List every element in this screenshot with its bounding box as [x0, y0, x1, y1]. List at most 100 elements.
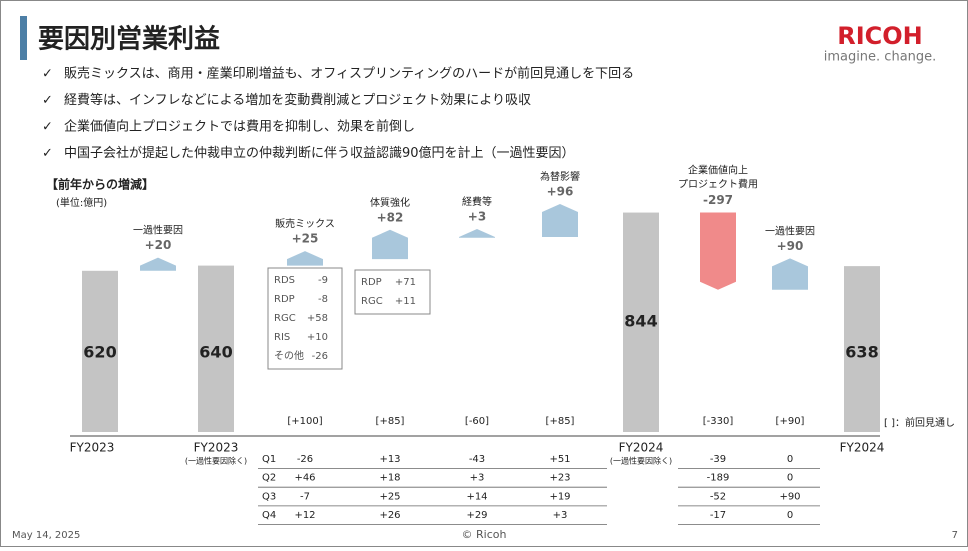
- quarter-cell: +14: [466, 491, 487, 502]
- quarter-label: Q2: [262, 473, 276, 484]
- bullet-text: 中国子会社が提起した仲裁申立の仲裁判断に伴う収益認識90億円を計上（一過性要因）: [64, 145, 575, 161]
- bullet-text: 販売ミックスは、商用・産業印刷増益も、オフィスプリンティングのハードが前回見通し…: [64, 66, 634, 82]
- step-bar: [772, 258, 808, 290]
- breakdown-name: RGC: [361, 296, 383, 307]
- bar-value-label: +96: [547, 185, 574, 199]
- bullet-text: 企業価値向上プロジェクトでは費用を抑制し、効果を前倒し: [64, 119, 415, 135]
- breakdown-name: RIS: [274, 332, 290, 343]
- check-icon: ✓: [42, 93, 53, 108]
- quarter-cell: -7: [300, 491, 310, 502]
- x-tick-sublabel: (一過性要因除く): [610, 456, 672, 466]
- quarter-cell: +3: [553, 510, 568, 521]
- x-tick-label: FY2023: [194, 441, 239, 455]
- breakdown-value: +10: [307, 332, 328, 343]
- quarter-cell: +18: [379, 473, 400, 484]
- bullet-text: 経費等は、インフレなどによる増加を変動費削減とプロジェクト効果により吸収: [64, 92, 531, 108]
- x-tick-label: FY2024: [619, 441, 664, 455]
- step-label: 体質強化: [370, 196, 410, 209]
- forecast-note: [ ]：前回見通し: [884, 416, 955, 429]
- quarter-cell: -189: [707, 473, 730, 484]
- logo: RICOH: [837, 22, 923, 50]
- footer-page: 7: [952, 530, 958, 541]
- breakdown-name: RGC: [274, 313, 296, 324]
- footer-copyright: © Ricoh: [462, 528, 507, 541]
- quarter-cell: +25: [379, 491, 400, 502]
- slide-title: 要因別営業利益: [38, 25, 220, 55]
- breakdown-name: その他: [274, 349, 304, 362]
- bar-value-label: 844: [624, 312, 657, 331]
- quarter-cell: -39: [710, 454, 726, 465]
- step-label: 経費等: [462, 195, 492, 208]
- step-bar: [372, 229, 408, 260]
- quarter-label: Q1: [262, 454, 276, 465]
- check-icon: ✓: [42, 67, 53, 82]
- previous-forecast: [+90]: [776, 416, 805, 427]
- breakdown-name: RDP: [361, 277, 382, 288]
- breakdown-name: RDS: [274, 275, 295, 286]
- bar-value-label: +25: [292, 232, 319, 246]
- x-tick-label: FY2024: [840, 441, 885, 455]
- bar-value-label: +90: [777, 239, 804, 253]
- step-label: 一過性要因: [765, 224, 815, 237]
- previous-forecast: [-330]: [703, 416, 734, 427]
- quarter-label: Q3: [262, 491, 276, 502]
- total-bar: [198, 265, 234, 432]
- previous-forecast: [+85]: [546, 416, 575, 427]
- breakdown-box: [267, 267, 343, 370]
- quarter-cell: +23: [549, 473, 570, 484]
- check-icon: ✓: [42, 120, 53, 135]
- previous-forecast: [+100]: [287, 416, 322, 427]
- quarter-cell: +51: [549, 454, 570, 465]
- bar-value-label: 638: [845, 343, 878, 362]
- x-tick-sublabel: (一過性要因除く): [185, 456, 247, 466]
- previous-forecast: [-60]: [465, 416, 489, 427]
- total-bar: [82, 270, 118, 432]
- breakdown-value: -26: [312, 351, 328, 362]
- quarter-cell: -43: [469, 454, 485, 465]
- chart-subtitle: (単位:億円): [56, 196, 107, 209]
- bar-value-label: 620: [83, 343, 116, 362]
- quarter-cell: 0: [787, 473, 793, 484]
- check-icon: ✓: [42, 146, 53, 161]
- step-bar: [287, 251, 323, 266]
- breakdown-value: +58: [307, 313, 328, 324]
- quarter-cell: +26: [379, 510, 400, 521]
- total-bar: [623, 212, 659, 432]
- bar-value-label: -297: [703, 193, 733, 207]
- step-bar: [459, 229, 495, 238]
- breakdown-value: +11: [395, 296, 416, 307]
- step-label: 一過性要因: [133, 224, 183, 237]
- quarter-cell: -26: [297, 454, 313, 465]
- breakdown-value: +71: [395, 277, 416, 288]
- quarter-cell: +19: [549, 491, 570, 502]
- breakdown-name: RDP: [274, 294, 295, 305]
- title-accent: [20, 16, 27, 60]
- chart-title: 【前年からの増減】: [46, 177, 154, 192]
- bar-value-label: +3: [468, 210, 486, 224]
- quarter-cell: +13: [379, 454, 400, 465]
- step-bar: [542, 204, 578, 237]
- footer-date: May 14, 2025: [12, 530, 80, 541]
- breakdown-value: -9: [318, 275, 328, 286]
- quarter-cell: +12: [294, 510, 315, 521]
- tagline: imagine. change.: [824, 50, 937, 65]
- bar-value-label: +20: [145, 238, 172, 252]
- step-sublabel: プロジェクト費用: [678, 178, 758, 191]
- x-tick-label: FY2023: [70, 441, 115, 455]
- bar-value-label: +82: [377, 210, 404, 224]
- step-label: 企業価値向上: [688, 164, 748, 177]
- quarter-cell: +29: [466, 510, 487, 521]
- quarter-cell: +3: [470, 473, 485, 484]
- step-label: 為替影響: [540, 170, 580, 183]
- quarter-cell: 0: [787, 454, 793, 465]
- total-bar: [844, 266, 880, 432]
- quarter-cell: -52: [710, 491, 726, 502]
- quarter-label: Q4: [262, 510, 276, 521]
- quarter-cell: 0: [787, 510, 793, 521]
- quarter-cell: +46: [294, 473, 315, 484]
- bar-value-label: 640: [199, 343, 232, 362]
- quarter-cell: -17: [710, 510, 726, 521]
- quarter-cell: +90: [779, 491, 800, 502]
- breakdown-value: -8: [318, 294, 328, 305]
